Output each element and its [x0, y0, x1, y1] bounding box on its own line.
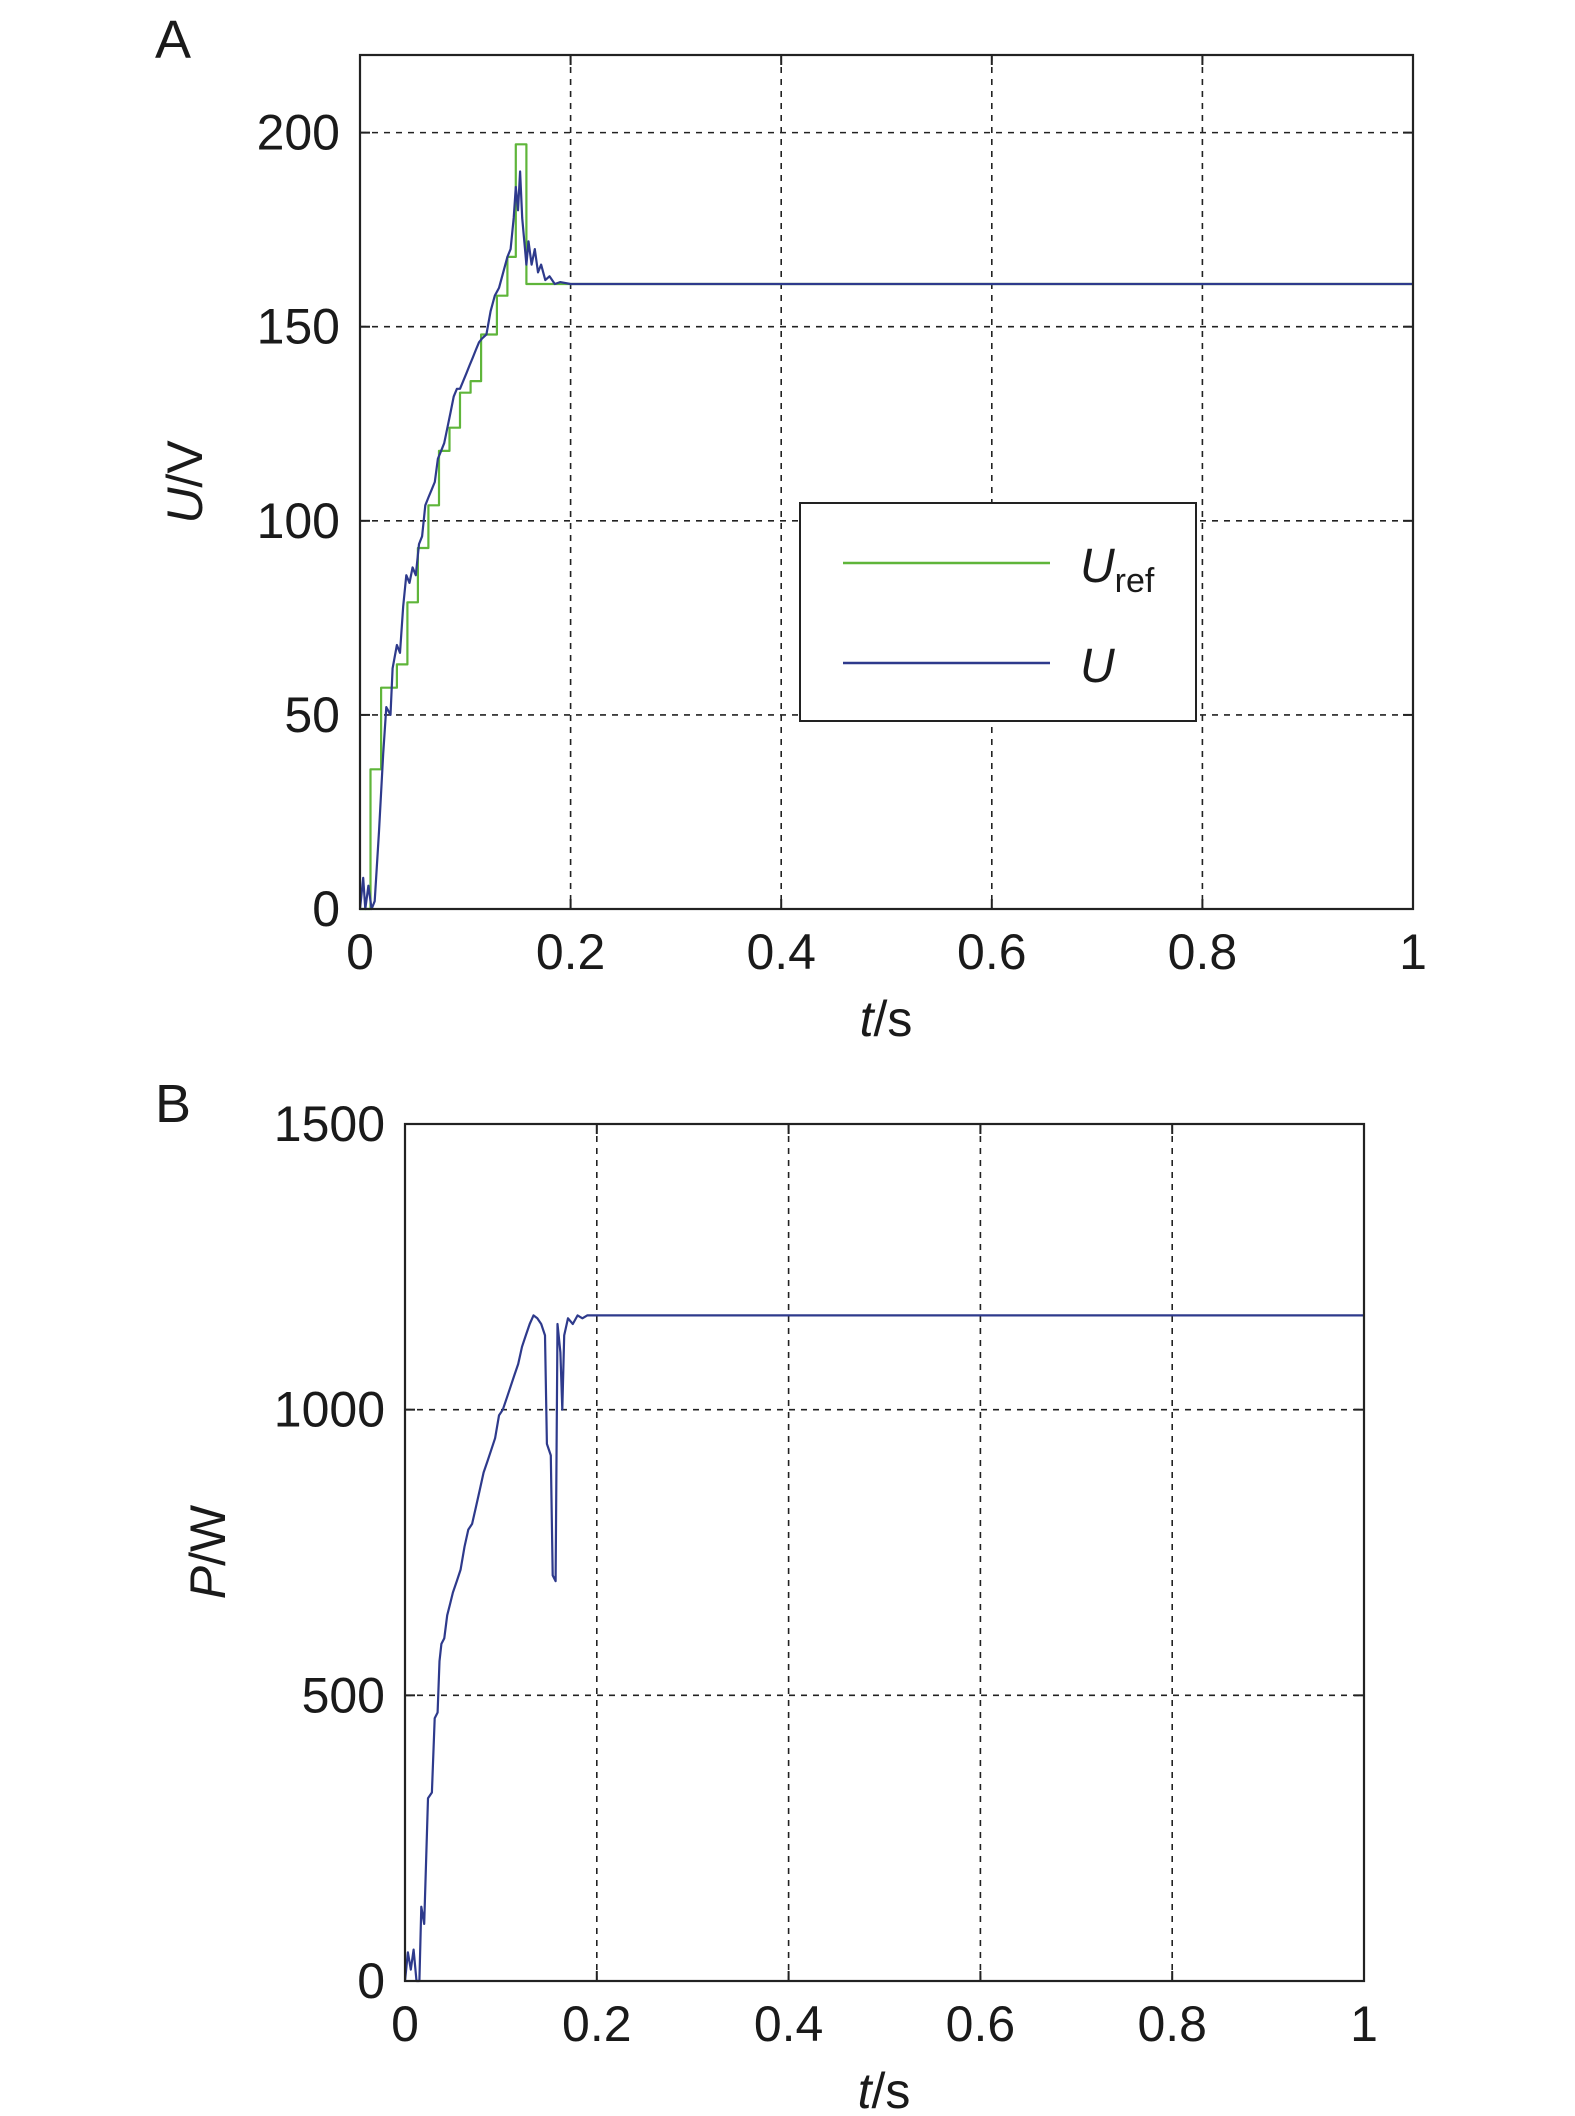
y-axis-label-a-var: U: [157, 487, 213, 524]
x-axis-label-b-unit: /s: [872, 2063, 911, 2116]
legend-a: Uref U: [799, 502, 1197, 722]
x-tick-label-a-4: 0.8: [1168, 924, 1238, 980]
y-tick-label-a-0: 0: [312, 881, 340, 937]
x-tick-label-b-1: 0.2: [562, 1996, 632, 2052]
y-tick-label-a-2: 100: [257, 493, 340, 549]
legend-label-u: U: [1080, 640, 1115, 693]
plot-frame-b: [403, 1122, 1366, 1983]
y-axis-label-a: U/V: [157, 440, 213, 524]
y-tick-label-b-2: 1000: [274, 1382, 385, 1438]
legend-label-uref-sub: ref: [1115, 562, 1155, 600]
x-tick-label-a-5: 1: [1399, 924, 1427, 980]
plot-frame-a: [358, 53, 1415, 911]
grid-b: [405, 1124, 1364, 1981]
x-axis-label-a-unit: /s: [874, 991, 913, 1047]
x-tick-label-a-1: 0.2: [536, 924, 606, 980]
legend-box: [799, 502, 1197, 722]
y-axis-label-b-var: P: [180, 1565, 236, 1599]
x-tick-label-b-4: 0.8: [1137, 1996, 1207, 2052]
ticks-a: 0 0.2 0.4 0.6 0.8 1 0 50 100 150 200: [257, 55, 1427, 980]
x-tick-label-b-5: 1: [1350, 1996, 1378, 2052]
x-tick-label-a-2: 0.4: [746, 924, 816, 980]
y-tick-label-b-3: 1500: [274, 1096, 385, 1152]
x-axis-label-a: t/s: [860, 991, 913, 1047]
panel-b: B 0 0.2 0.4 0.6 0.8 1 0 500 1000 1500 t/s P/W: [155, 1074, 1378, 2116]
x-tick-label-b-3: 0.6: [946, 1996, 1016, 2052]
panel-letter-b: B: [155, 1074, 191, 1134]
series-line-a-u: [358, 170, 1413, 911]
x-tick-label-a-0: 0: [346, 924, 374, 980]
legend-label-uref-main: U: [1080, 540, 1115, 593]
y-tick-label-a-3: 150: [257, 299, 340, 355]
x-axis-label-a-var: t: [860, 991, 876, 1047]
x-axis-label-b-var: t: [858, 2063, 874, 2116]
y-axis-label-b: P/W: [180, 1504, 236, 1599]
series-group-a: [358, 143, 1413, 911]
y-tick-label-a-1: 50: [284, 687, 340, 743]
legend-label-uref: Uref: [1080, 540, 1155, 600]
y-tick-label-b-1: 500: [302, 1667, 385, 1723]
series-line-a-u-ref: [360, 143, 1413, 911]
x-axis-label-b: t/s: [858, 2063, 911, 2116]
series-line-b-p: [403, 1314, 1364, 1983]
x-tick-label-b-2: 0.4: [754, 1996, 824, 2052]
series-group-b: [403, 1314, 1364, 1983]
ticks-b: 0 0.2 0.4 0.6 0.8 1 0 500 1000 1500: [274, 1096, 1378, 2052]
grid-a: [360, 55, 1413, 909]
y-tick-label-b-0: 0: [357, 1953, 385, 2009]
legend-label-u-main: U: [1080, 640, 1115, 693]
y-tick-label-a-4: 200: [257, 105, 340, 161]
panel-letter-a: A: [155, 10, 191, 70]
x-tick-label-a-3: 0.6: [957, 924, 1027, 980]
panel-a: A 0 0.2 0.4 0.6 0.8 1 0 50 100 150 200 t/s U/V Ure…: [155, 10, 1427, 1047]
y-axis-label-b-unit: /W: [180, 1504, 236, 1566]
x-tick-label-b-0: 0: [391, 1996, 419, 2052]
y-axis-label-a-unit: /V: [157, 440, 213, 488]
